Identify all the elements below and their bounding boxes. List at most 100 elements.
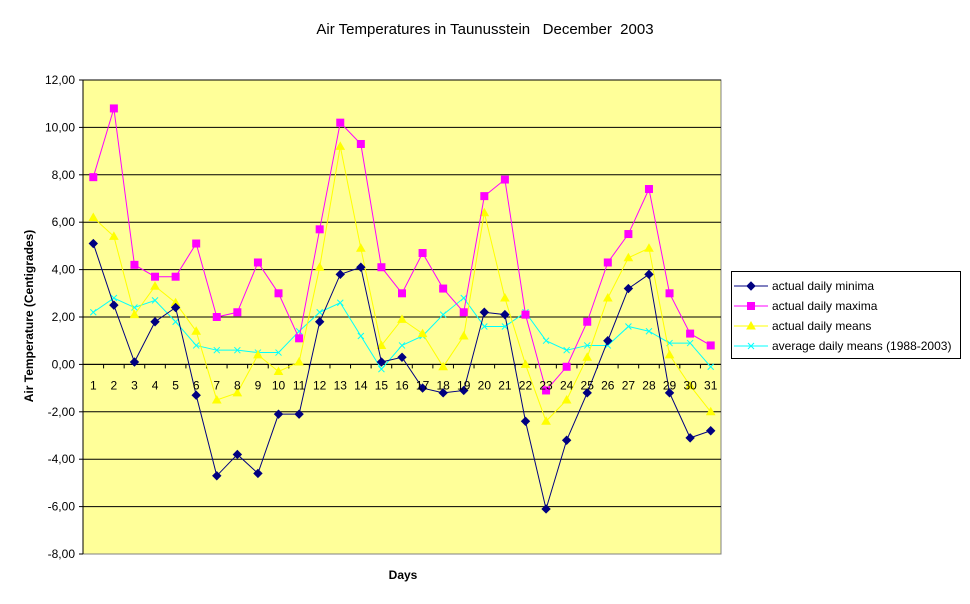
- data-point-stroke: [275, 349, 282, 356]
- x-tick-label: 23: [539, 378, 553, 392]
- data-point: [378, 365, 385, 373]
- data-point-stroke: [480, 323, 488, 330]
- x-tick-label: 18: [436, 378, 450, 392]
- x-tick-label: 1: [90, 378, 97, 392]
- x-tick-label: 26: [601, 378, 615, 392]
- data-point: [336, 299, 344, 307]
- data-point: [356, 262, 366, 272]
- data-point: [232, 449, 243, 460]
- legend-item: actual daily means: [732, 316, 960, 336]
- data-point: [664, 349, 675, 359]
- legend-swatch: [734, 302, 768, 310]
- data-point: [685, 433, 695, 443]
- data-point-stroke: [604, 342, 612, 349]
- data-point: [172, 318, 179, 326]
- y-tick-label: -6,00: [48, 500, 76, 514]
- data-point: [644, 185, 653, 194]
- grid-lines: [83, 79, 721, 508]
- y-tick-label: -2,00: [48, 405, 76, 419]
- data-point: [88, 238, 98, 249]
- data-point: [253, 349, 263, 359]
- data-point: [561, 435, 572, 445]
- data-point: [686, 339, 694, 347]
- data-point-stroke: [316, 308, 324, 316]
- data-point-stroke: [234, 346, 241, 354]
- data-point: [356, 139, 365, 148]
- chart-title: Air Temperatures in Taunusstein December…: [316, 21, 654, 38]
- legend-item: actual daily maxima: [732, 296, 960, 316]
- x-tick-label: 12: [313, 378, 327, 392]
- data-point: [480, 192, 489, 201]
- data-point-stroke: [707, 363, 715, 371]
- data-point: [233, 308, 242, 317]
- data-point: [150, 317, 160, 327]
- x-tick-label: 29: [663, 378, 677, 392]
- data-point: [418, 249, 427, 258]
- legend-swatch: [734, 320, 768, 330]
- x-tick-label: 2: [111, 378, 118, 392]
- data-point-stroke: [378, 365, 385, 373]
- data-point: [542, 386, 551, 395]
- legend-item: actual daily minima: [732, 276, 960, 296]
- x-tick-label: 3: [131, 378, 138, 392]
- data-point: [623, 252, 634, 262]
- data-point: [602, 293, 613, 302]
- data-point: [89, 308, 97, 316]
- data-point: [521, 310, 530, 319]
- data-point: [459, 308, 468, 317]
- y-tick-label: 4,00: [52, 263, 76, 277]
- y-tick-label: 0,00: [52, 357, 76, 371]
- y-tick-label: -4,00: [48, 452, 76, 466]
- x-tick-label: 17: [416, 378, 430, 392]
- x-tick-label: 28: [642, 378, 656, 392]
- data-point: [604, 342, 612, 349]
- data-point: [438, 361, 449, 371]
- series-1: [89, 104, 715, 395]
- data-point: [542, 337, 550, 345]
- x-tick-label: 21: [498, 378, 512, 392]
- x-tick-label: 13: [334, 378, 348, 392]
- x-tick-label: 9: [255, 378, 262, 392]
- y-axis-label: Air Temperature (Centigrades): [22, 229, 36, 403]
- data-point: [458, 330, 469, 340]
- data-point: [397, 352, 407, 362]
- data-point-stroke: [625, 323, 632, 330]
- data-point: [295, 334, 304, 343]
- data-point: [398, 342, 406, 349]
- x-tick-label: 15: [375, 378, 389, 392]
- data-point: [500, 175, 509, 184]
- data-point: [171, 272, 180, 281]
- y-tick-label: 8,00: [52, 168, 76, 182]
- data-point: [583, 317, 592, 326]
- x-tick-label: 22: [519, 378, 533, 392]
- data-point: [438, 388, 448, 398]
- data-point: [479, 207, 490, 217]
- data-point: [109, 104, 118, 113]
- series-3: [89, 294, 715, 373]
- x-tick-label: 14: [354, 378, 368, 392]
- legend-label: actual daily maxima: [772, 299, 878, 313]
- data-point: [191, 390, 201, 400]
- data-point: [129, 357, 140, 367]
- data-point-stroke: [357, 332, 365, 340]
- data-point: [520, 359, 531, 368]
- data-point: [459, 385, 469, 396]
- data-point: [563, 346, 570, 354]
- data-point: [603, 335, 613, 346]
- series-group: [88, 104, 716, 514]
- data-point: [212, 313, 221, 321]
- data-point-stroke: [747, 342, 755, 350]
- x-tick-label: 6: [193, 378, 200, 392]
- x-tick-label: 24: [560, 378, 574, 392]
- data-point: [747, 302, 755, 310]
- data-point: [706, 341, 715, 350]
- x-tick-label: 30: [683, 378, 697, 392]
- x-axis-label: Days: [388, 568, 418, 582]
- data-point: [335, 269, 345, 280]
- data-point-stroke: [542, 337, 550, 345]
- data-point: [109, 300, 119, 310]
- data-point-stroke: [192, 342, 200, 349]
- data-point: [645, 327, 653, 335]
- data-point: [109, 231, 119, 240]
- y-tick-label: 2,00: [52, 310, 76, 324]
